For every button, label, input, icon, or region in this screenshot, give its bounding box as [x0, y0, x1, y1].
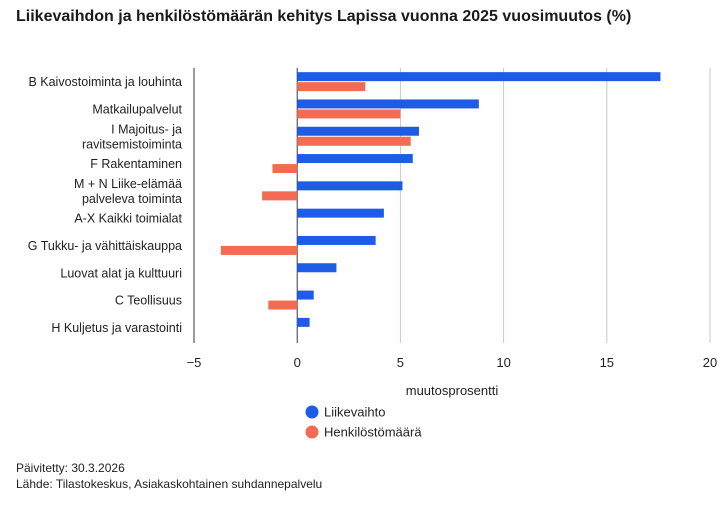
x-tick-label: 20	[703, 355, 717, 370]
bar-liikevaihto	[297, 235, 376, 245]
category-label: B Kaivostoiminta ja louhinta	[28, 75, 182, 89]
bar-liikevaihto	[297, 181, 403, 191]
category-label: F Rakentaminen	[90, 157, 182, 171]
bar-liikevaihto	[297, 154, 413, 164]
category-label: I Majoitus- ja	[111, 122, 182, 136]
x-axis-title: muutosprosentti	[406, 383, 499, 398]
bar-henkilostomaara	[268, 300, 298, 310]
category-label: G Tukku- ja vähittäiskauppa	[28, 239, 182, 253]
bar-liikevaihto	[297, 317, 310, 327]
x-tick-label: 15	[600, 355, 614, 370]
source-note: Lähde: Tilastokeskus, Asiakaskohtainen s…	[16, 477, 323, 491]
legend-marker	[305, 425, 319, 439]
category-label: ravitsemistoiminta	[82, 137, 182, 151]
category-label: Matkailupalvelut	[92, 102, 182, 116]
bar-henkilostomaara	[297, 109, 401, 119]
x-tick-label: −5	[187, 355, 202, 370]
updated-date: Päivitetty: 30.3.2026	[16, 461, 125, 475]
bar-henkilostomaara	[272, 164, 298, 174]
bar-henkilostomaara	[220, 245, 298, 255]
legend-marker	[305, 405, 319, 419]
x-tick-label: 5	[397, 355, 404, 370]
category-label: palveleva toiminta	[82, 192, 182, 206]
bar-henkilostomaara	[297, 136, 411, 146]
category-label: C Teollisuus	[115, 294, 182, 308]
x-tick-label: 0	[294, 355, 301, 370]
legend-label: Liikevaihto	[324, 405, 385, 420]
category-label: H Kuljetus ja varastointi	[51, 321, 182, 335]
bar-liikevaihto	[297, 208, 384, 218]
category-label: Luovat alat ja kulttuuri	[60, 266, 182, 280]
bar-liikevaihto	[297, 263, 337, 273]
bar-henkilostomaara	[297, 82, 366, 92]
x-tick-label: 10	[496, 355, 510, 370]
chart-footer: Päivitetty: 30.3.2026 Lähde: Tilastokesk…	[16, 460, 322, 492]
legend-label: Henkilöstömäärä	[324, 425, 422, 440]
bar-liikevaihto	[297, 126, 419, 136]
bar-henkilostomaara	[262, 191, 298, 201]
category-label: A-X Kaikki toimialat	[74, 212, 182, 226]
bar-liikevaihto	[297, 290, 314, 300]
bar-liikevaihto	[297, 72, 661, 82]
chart-title: Liikevaihdon ja henkilöstömäärän kehitys…	[16, 8, 632, 25]
category-label: M + N Liike-elämää	[74, 177, 182, 191]
bar-liikevaihto	[297, 99, 479, 109]
